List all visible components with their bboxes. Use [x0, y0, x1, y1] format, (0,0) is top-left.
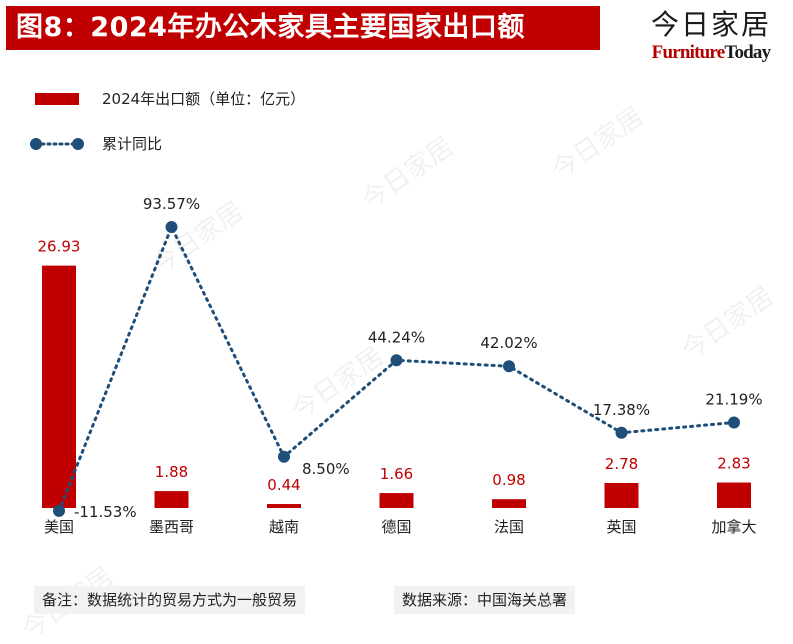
watermark-text: 今日家居 [357, 131, 459, 215]
line-value-label: 8.50% [302, 460, 350, 478]
line-point [278, 450, 290, 463]
legend-line-swatch [30, 138, 84, 150]
category-label: 英国 [606, 518, 636, 536]
line-point [165, 221, 178, 234]
line-point [390, 354, 403, 367]
line-value-label: 17.38% [593, 401, 650, 419]
brand-name-en-part1: Furniture [651, 42, 725, 63]
bar [492, 499, 526, 508]
legend-bar-label: 2024年出口额（单位：亿元） [102, 90, 306, 108]
watermarks: 今日家居 今日家居 今日家居 今日家居 今日家居 今日家居 [17, 101, 779, 644]
bar-value-label: 26.93 [38, 238, 81, 256]
line-value-label: -11.53% [74, 503, 137, 521]
line-value-label: 21.19% [705, 390, 762, 408]
line-point [728, 416, 740, 429]
brand-name-en-part2: Today [724, 42, 771, 63]
legend-line-label: 累计同比 [102, 135, 163, 153]
bar-value-label: 2.83 [717, 455, 750, 473]
line-value-label: 42.02% [480, 334, 537, 352]
bar-value-label: 0.44 [267, 476, 300, 494]
watermark-text: 今日家居 [547, 101, 649, 185]
bar [379, 493, 414, 508]
brand-logo: 今日家居 FurnitureToday [651, 8, 771, 64]
legend-bar-swatch [35, 93, 79, 105]
watermark-text: 今日家居 [287, 341, 389, 425]
bar [267, 504, 301, 508]
footnote-note: 备注：数据统计的贸易方式为一般贸易 [34, 586, 306, 614]
line-value-label: 44.24% [368, 328, 425, 346]
bar [42, 265, 76, 508]
category-label: 加拿大 [711, 518, 756, 536]
line-point [503, 360, 515, 373]
category-label: 越南 [269, 518, 299, 536]
footnote-source: 数据来源：中国海关总署 [394, 586, 576, 614]
bar-value-label: 2.78 [605, 455, 638, 473]
category-label: 德国 [381, 518, 411, 536]
category-label: 美国 [44, 518, 74, 536]
bar-value-label: 1.88 [155, 463, 188, 481]
bar [717, 482, 751, 508]
bar-value-label: 0.98 [492, 471, 525, 489]
bar-value-label: 1.66 [380, 465, 413, 483]
line-value-label: 93.57% [143, 195, 200, 213]
brand-name-cn: 今日家居 [650, 8, 771, 41]
brand-name-en: FurnitureToday [651, 42, 771, 64]
category-label: 法国 [494, 518, 524, 536]
chart-title: 图8：2024年办公木家具主要国家出口额 [16, 12, 525, 43]
line-point [615, 426, 628, 439]
watermark-text: 今日家居 [677, 281, 779, 365]
chart-title-box: 图8：2024年办公木家具主要国家出口额 [6, 6, 600, 50]
bar [154, 491, 189, 508]
line-point [53, 504, 65, 517]
bar [604, 482, 639, 508]
category-label: 墨西哥 [149, 518, 194, 536]
